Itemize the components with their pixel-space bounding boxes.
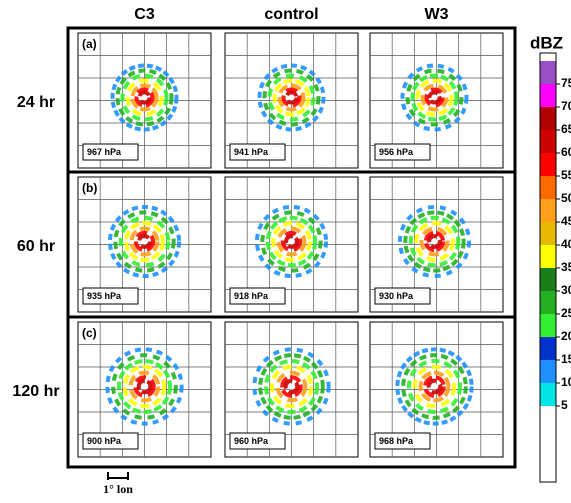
colorbar-segment xyxy=(540,268,556,291)
pressure-label: 960 hPa xyxy=(234,436,269,446)
colorbar-segment xyxy=(540,222,556,245)
colorbar-segment xyxy=(540,383,556,406)
colorbar-label: dBZ xyxy=(530,33,563,52)
row-label: 60 hr xyxy=(17,238,55,255)
colorbar-segment xyxy=(540,130,556,153)
colorbar-tick-label: 15 xyxy=(561,352,571,366)
colorbar-segment xyxy=(540,314,556,337)
colorbar-tick-label: 35 xyxy=(561,260,571,274)
column-header: C3 xyxy=(134,6,155,23)
colorbar-segment xyxy=(540,199,556,222)
panel-tag: (b) xyxy=(82,181,97,195)
eye xyxy=(142,239,148,245)
colorbar-segment xyxy=(540,153,556,176)
eye xyxy=(142,95,148,101)
scale-bar-label: 1° lon xyxy=(103,482,133,496)
colorbar-tick-label: 30 xyxy=(561,283,571,297)
colorbar-segment xyxy=(540,291,556,314)
colorbar-segment xyxy=(540,107,556,130)
pressure-label: 967 hPa xyxy=(87,147,122,157)
colorbar-segment xyxy=(540,360,556,383)
eye xyxy=(432,239,438,245)
eye xyxy=(289,239,295,245)
colorbar-tick-label: 50 xyxy=(561,191,571,205)
colorbar-segment xyxy=(540,61,556,84)
pressure-label: 930 hPa xyxy=(379,291,414,301)
row-label: 24 hr xyxy=(17,94,55,111)
eye xyxy=(142,384,148,390)
pressure-label: 956 hPa xyxy=(379,147,414,157)
eye xyxy=(289,384,295,390)
column-header: W3 xyxy=(425,6,449,23)
colorbar-tick-label: 5 xyxy=(561,398,568,412)
colorbar-segment xyxy=(540,84,556,107)
column-header: control xyxy=(264,6,318,23)
colorbar-tick-label: 10 xyxy=(561,375,571,389)
pressure-label: 941 hPa xyxy=(234,147,269,157)
colorbar-tick-label: 75 xyxy=(561,76,571,90)
colorbar-tick-label: 45 xyxy=(561,214,571,228)
figure: 1° lon dBZ C3 control W3 24 hr (a) 967 hPa 941… xyxy=(0,0,571,498)
panel-tag: (c) xyxy=(82,326,97,340)
eye xyxy=(432,384,438,390)
colorbar-segment xyxy=(540,176,556,199)
colorbar-tick-label: 40 xyxy=(561,237,571,251)
colorbar-tick-label: 20 xyxy=(561,329,571,343)
pressure-label: 935 hPa xyxy=(87,291,122,301)
colorbar-tick-label: 25 xyxy=(561,306,571,320)
row-label: 120 hr xyxy=(12,383,59,400)
colorbar-tick-label: 55 xyxy=(561,168,571,182)
colorbar-segment xyxy=(540,245,556,268)
pressure-label: 918 hPa xyxy=(234,291,269,301)
pressure-label: 968 hPa xyxy=(379,436,414,446)
colorbar-tick-label: 70 xyxy=(561,99,571,113)
pressure-label: 900 hPa xyxy=(87,436,122,446)
colorbar-segment xyxy=(540,337,556,360)
panel-tag: (a) xyxy=(82,37,97,51)
eye xyxy=(289,95,295,101)
eye xyxy=(432,95,438,101)
colorbar-tick-label: 65 xyxy=(561,122,571,136)
colorbar-tick-label: 60 xyxy=(561,145,571,159)
